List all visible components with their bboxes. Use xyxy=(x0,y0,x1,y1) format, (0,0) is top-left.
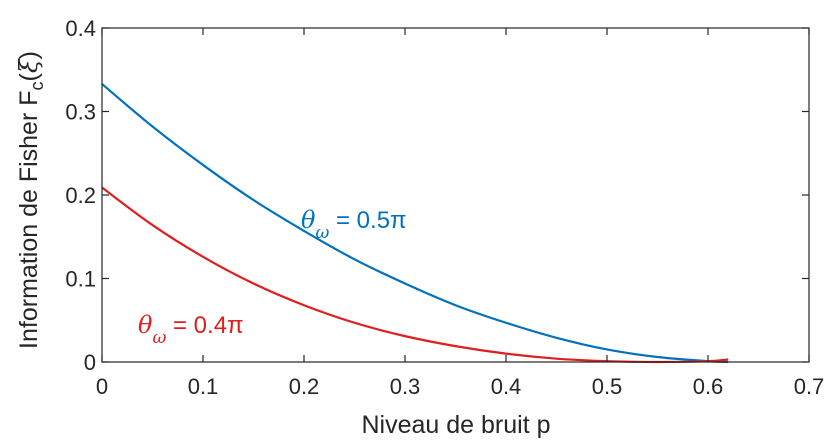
x-tick-label: 0.5 xyxy=(592,374,623,399)
y-tick-label: 0.4 xyxy=(65,16,96,41)
y-axis-label: Information de Fisher Fc(ξ) xyxy=(14,51,47,349)
y-tick-label: 0.1 xyxy=(65,267,96,292)
x-tick-label: 0.3 xyxy=(390,374,421,399)
x-tick-label: 0.7 xyxy=(794,374,825,399)
x-tick-label: 0.6 xyxy=(693,374,724,399)
y-tick-label: 0.3 xyxy=(65,100,96,125)
series-label-red: θω = 0.4π xyxy=(138,311,244,348)
x-tick-label: 0 xyxy=(96,374,108,399)
series-label-blue: θω = 0.5π xyxy=(301,206,407,243)
series-line-0 xyxy=(101,83,729,364)
x-tick-label: 0.1 xyxy=(188,374,219,399)
x-axis-label: Niveau de bruit p xyxy=(361,411,550,439)
y-tick-label: 0.2 xyxy=(65,183,96,208)
y-tick-label: 0 xyxy=(84,350,96,375)
x-tick-label: 0.4 xyxy=(491,374,522,399)
x-tick-label: 0.2 xyxy=(289,374,320,399)
